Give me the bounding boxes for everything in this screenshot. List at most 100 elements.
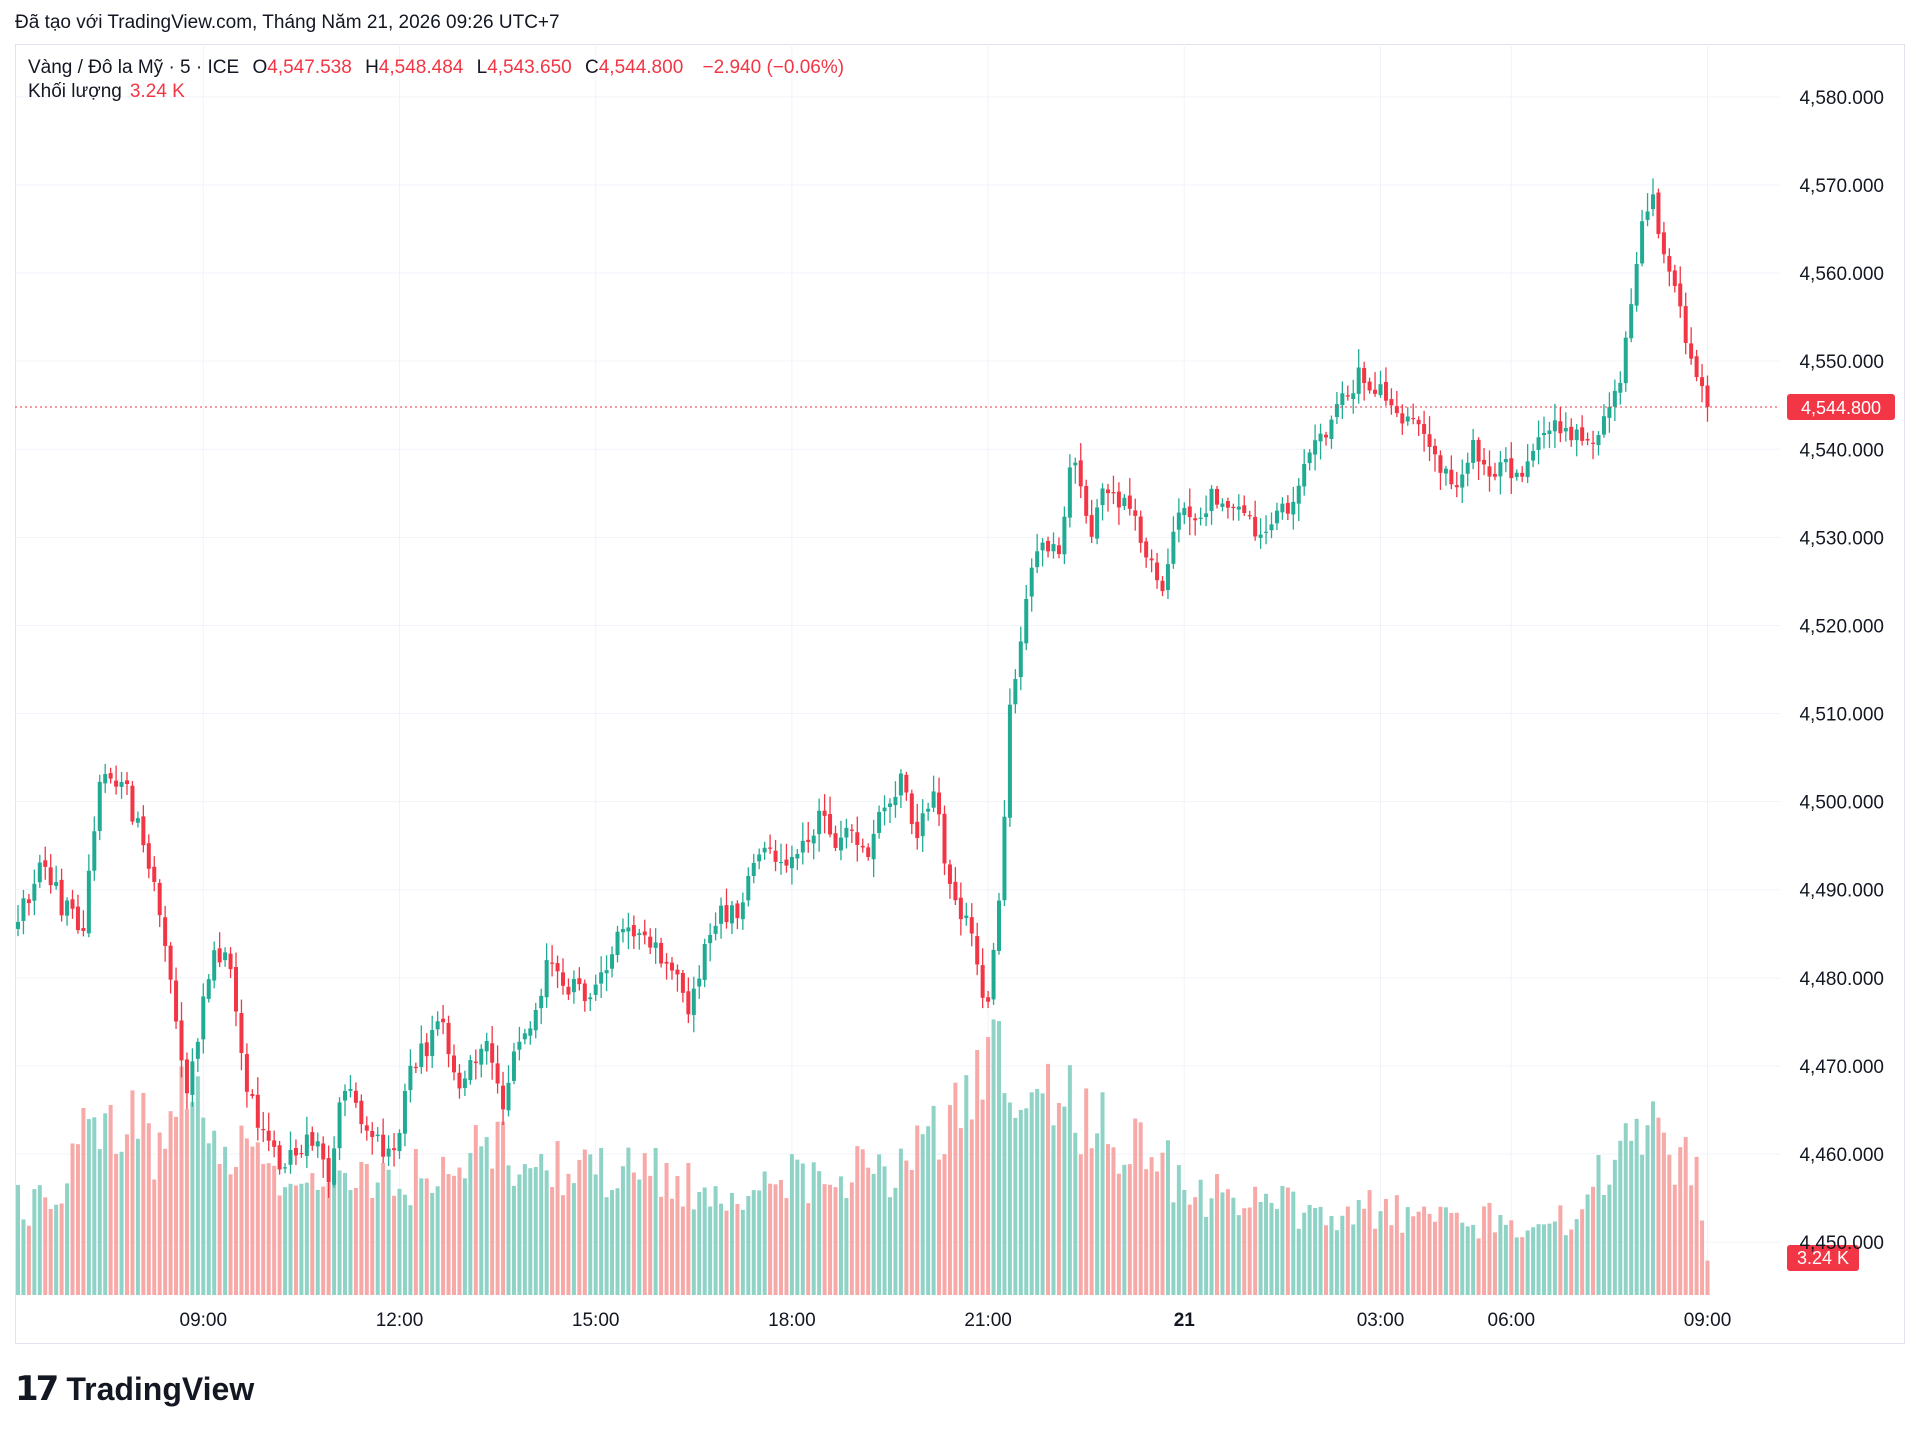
candle-body [228, 953, 233, 970]
volume-bar [446, 1174, 451, 1295]
candle-body [43, 860, 48, 867]
candle-body [337, 1102, 342, 1149]
candle-body [424, 1042, 429, 1057]
candle-body [21, 898, 26, 921]
candle-body [550, 962, 555, 964]
candle-body [1155, 562, 1160, 581]
candle-body [604, 970, 609, 974]
price-tick-label: 4,560.000 [1799, 264, 1884, 285]
volume-bar [1089, 1148, 1094, 1295]
candle-body [1193, 518, 1198, 521]
volume-bar [1596, 1154, 1601, 1295]
creation-note: Đã tạo với TradingView.com, Tháng Năm 21… [15, 12, 560, 33]
candle-body [1231, 506, 1236, 509]
candle-body [1024, 598, 1029, 644]
candle-body [675, 969, 680, 975]
tradingview-logo[interactable]: 17 TradingView [15, 1369, 254, 1409]
candle-body [708, 934, 713, 944]
candle-body [59, 879, 64, 916]
candle-body [114, 780, 119, 787]
candle-body [795, 853, 800, 859]
candle-body [1405, 416, 1410, 422]
volume-bar [1487, 1202, 1492, 1295]
candle-body [54, 882, 59, 886]
candle-body [539, 995, 544, 1009]
volume-bar [441, 1156, 446, 1295]
candle-body [1056, 545, 1061, 555]
volume-bar [986, 1037, 991, 1295]
volume-bar [1024, 1108, 1029, 1295]
symbol-label[interactable]: Vàng / Đô la Mỹ · 5 · ICE [28, 57, 240, 78]
price-tick-label: 4,450.000 [1799, 1233, 1884, 1254]
candle-body [473, 1061, 478, 1064]
volume-bar [130, 1090, 135, 1295]
volume-bar [1127, 1164, 1132, 1295]
volume-bar [1176, 1165, 1181, 1295]
volume-bar [1618, 1140, 1623, 1295]
volume-bar [1411, 1216, 1416, 1295]
volume-bar [1525, 1230, 1530, 1295]
volume-bar [288, 1183, 293, 1295]
candle-body [980, 965, 985, 998]
candle-body [882, 807, 887, 812]
volume-bar [1018, 1109, 1023, 1295]
time-tick-label: 21:00 [964, 1310, 1012, 1331]
volume-bar [1324, 1225, 1328, 1295]
candle-body [1476, 439, 1481, 462]
candle-body [1035, 551, 1040, 568]
candle-body [146, 843, 151, 869]
candle-body [789, 856, 794, 869]
volume-bar [888, 1197, 892, 1295]
volume-bar [1574, 1219, 1579, 1295]
volume-bar [844, 1198, 849, 1295]
volume-bar [1476, 1238, 1481, 1295]
candle-body [1482, 459, 1487, 465]
candle-body [1569, 426, 1574, 441]
volume-bar [1569, 1229, 1574, 1295]
volume-bar [353, 1187, 358, 1295]
candle-body [125, 780, 129, 784]
volume-bar [626, 1147, 631, 1295]
candle-body [441, 1018, 446, 1023]
volume-bar [877, 1154, 882, 1295]
volume-bar [1536, 1224, 1541, 1295]
candle-body [75, 906, 80, 931]
candle-body [283, 1167, 288, 1169]
candle-body [1046, 540, 1051, 552]
candle-body [1247, 515, 1252, 517]
candle-body [844, 827, 849, 838]
candle-body [1215, 488, 1219, 505]
candle-body [70, 899, 75, 909]
candle-body [768, 847, 773, 849]
volume-bar [1155, 1171, 1160, 1295]
volume-bar [659, 1196, 664, 1295]
candle-body [1465, 462, 1470, 474]
volume-bar [125, 1134, 129, 1295]
volume-bar [855, 1146, 860, 1295]
candle-body [1067, 467, 1072, 518]
price-tick-label: 4,470.000 [1799, 1057, 1884, 1078]
volume-bar [1269, 1202, 1274, 1295]
candle-body [348, 1088, 353, 1091]
candle-body [871, 833, 876, 860]
volume-bar [1465, 1226, 1470, 1295]
volume-bar [828, 1184, 833, 1295]
candle-body [637, 933, 642, 935]
candle-body [1694, 356, 1699, 378]
volume-bar [272, 1165, 277, 1295]
volume-bar [1149, 1157, 1154, 1295]
candle-body [615, 931, 620, 956]
candle-body [1542, 432, 1546, 436]
candle-body [866, 847, 871, 857]
volume-bar [59, 1203, 64, 1295]
volume-bar [768, 1183, 773, 1295]
volume-bar [779, 1179, 783, 1295]
candle-body [1563, 427, 1568, 432]
candle-body [1705, 385, 1710, 407]
time-tick-label: 15:00 [572, 1310, 620, 1331]
volume-bar [234, 1166, 238, 1295]
volume-bar [1683, 1137, 1688, 1295]
candle-body [152, 866, 157, 883]
volume-bar [16, 1184, 20, 1295]
